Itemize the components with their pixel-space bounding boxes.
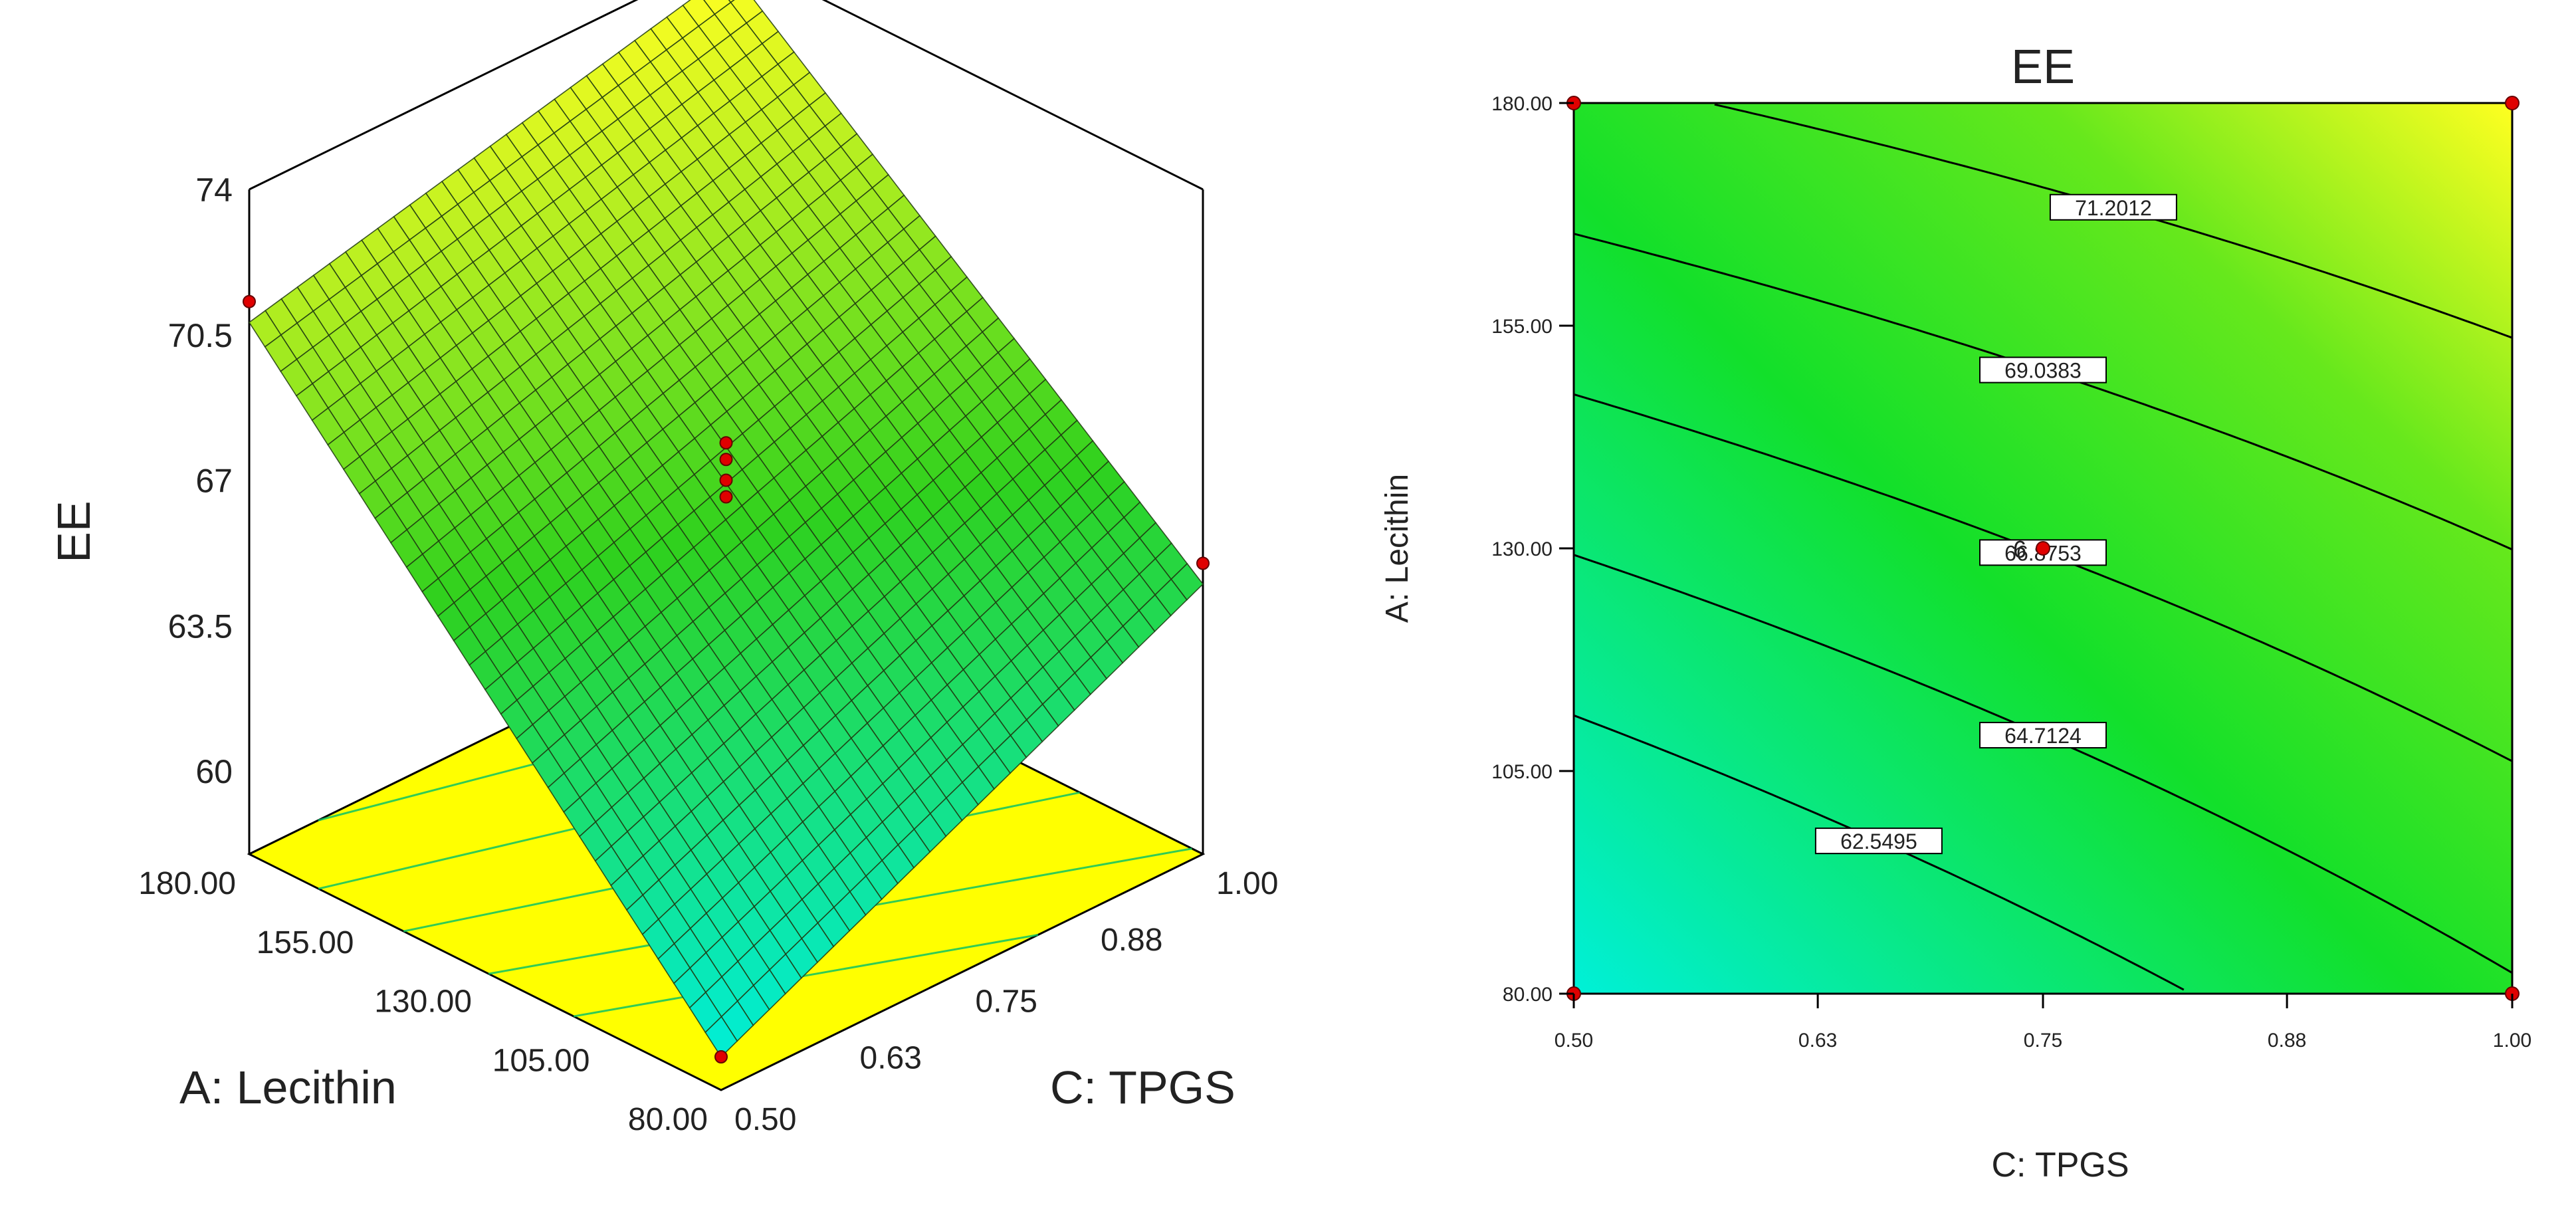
- surface-x-tick-label: 0.50: [734, 1102, 796, 1137]
- surface-tick-labels: 60 63.5 67 70.5 74 80.00 105.00 130.00 155.00 180…: [138, 171, 1278, 1137]
- surface-z-tick-label: 74: [195, 171, 233, 209]
- surface-design-point: [1196, 556, 1210, 570]
- contour-label-box: [2049, 193, 2177, 221]
- contour-label: 64.7124: [2004, 724, 2082, 748]
- surface-y-tick-label: 180.00: [138, 866, 236, 901]
- surface-panel: 60 63.5 67 70.5 74 80.00 105.00 130.00 155.00 180…: [48, 0, 1278, 1137]
- surface-x-axis-label: C: TPGS: [1050, 1061, 1235, 1113]
- contour-label: 69.0383: [2004, 359, 2082, 383]
- surface-y-tick-label: 80.00: [628, 1102, 708, 1137]
- surface-y-tick-label: 130.00: [374, 984, 472, 1020]
- contour-label-box: [1979, 356, 2107, 384]
- contour-label: 62.5495: [1840, 830, 1917, 853]
- surface-design-point: [243, 294, 256, 308]
- surface-y-tick-label: 105.00: [492, 1043, 590, 1078]
- box-top-left-edge: [249, 0, 639, 191]
- contour-y-axis-label: A: Lecithin: [1380, 474, 1415, 623]
- surface-z-tick-label: 63.5: [168, 608, 233, 645]
- surface-x-tick-label: 0.75: [976, 984, 1037, 1020]
- contour-design-points: 6: [1566, 96, 2520, 1001]
- surface-design-points: [243, 294, 1210, 1063]
- contour-y-tick-label: 155.00: [1491, 316, 1553, 338]
- surface-x-tick-label: 0.88: [1101, 923, 1162, 958]
- contour-title: EE: [2011, 41, 2075, 94]
- surface-y-axis-label: A: Lecithin: [179, 1061, 397, 1113]
- surface-z-tick-label: 70.5: [168, 317, 233, 354]
- floor-contour-line: [573, 934, 1039, 1018]
- box-top-right-edge: [821, 0, 1204, 191]
- surface-design-point: [719, 490, 733, 504]
- contour-x-axis-label: C: TPGS: [1991, 1146, 2129, 1184]
- contour-x-tick-label: 0.75: [2024, 1030, 2062, 1052]
- contour-x-tick-label: 1.00: [2493, 1030, 2531, 1052]
- surface-design-point: [719, 473, 733, 487]
- contour-design-point: [2505, 96, 2520, 110]
- surface-y-tick-label: 155.00: [257, 925, 354, 960]
- surface-design-point: [714, 1050, 728, 1063]
- contour-y-tick-label: 180.00: [1491, 93, 1553, 115]
- surface-z-axis-label: EE: [48, 500, 100, 562]
- contour-point-count-label: 6: [2013, 536, 2026, 563]
- contour-label-box: [1979, 722, 2107, 749]
- surface-design-point: [719, 453, 733, 467]
- contour-x-tick-label: 0.50: [1555, 1030, 1593, 1052]
- surface-design-point: [719, 436, 733, 450]
- contour-label: 71.2012: [2075, 196, 2152, 220]
- surface-x-tick-label: 0.63: [860, 1041, 922, 1076]
- surface-mesh: [248, 0, 1204, 1058]
- contour-label-box: [1814, 828, 1943, 855]
- surface-z-tick-label: 67: [195, 463, 233, 500]
- contour-x-tick-label: 0.63: [1798, 1030, 1837, 1052]
- contour-design-point: [2036, 541, 2050, 556]
- contour-y-tick-label: 105.00: [1491, 761, 1553, 783]
- surface-cell: [704, 1016, 738, 1058]
- surface-z-tick-label: 60: [195, 753, 233, 790]
- contour-y-tick-label: 130.00: [1491, 538, 1553, 560]
- surface-x-tick-label: 1.00: [1216, 866, 1278, 901]
- contour-x-tick-label: 0.88: [2268, 1030, 2306, 1052]
- contour-tick-labels: 0.50 0.63 0.75 0.88 1.00 80.00 105.00 130.00 155…: [1491, 93, 2531, 1052]
- contour-y-tick-label: 80.00: [1503, 984, 1553, 1006]
